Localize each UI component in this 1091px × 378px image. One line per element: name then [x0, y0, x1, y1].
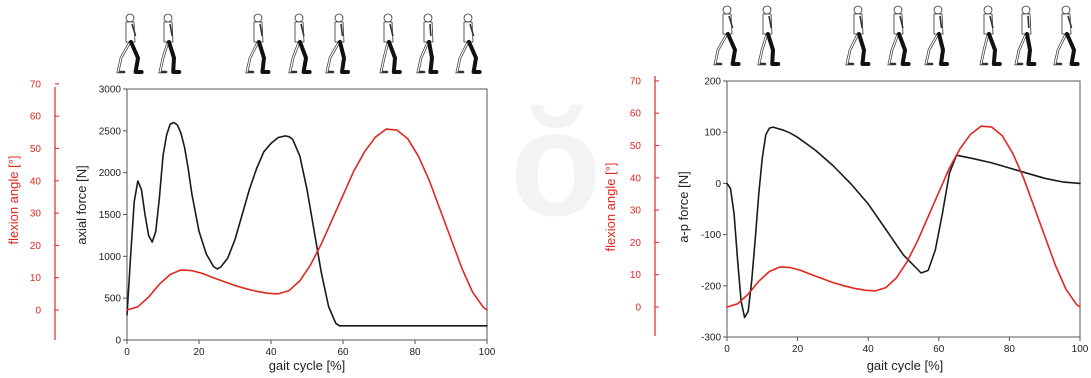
- walking-figure-icon: [979, 5, 1002, 66]
- flexion-angle-line: [726, 125, 1081, 308]
- walking-figures: [116, 5, 1080, 74]
- x-tick-label: 100: [479, 347, 496, 358]
- x-tick-label: 80: [409, 347, 421, 358]
- y2-tick-label: 60: [630, 109, 642, 120]
- gait-cycle-label-right: gait cycle [%]: [867, 358, 944, 373]
- walking-figure-icon: [325, 13, 350, 74]
- y2-tick-label: 20: [630, 238, 642, 249]
- x-tick-label: 60: [337, 347, 349, 358]
- walking-figure-icon: [845, 5, 871, 66]
- y2-tick-label: 0: [35, 306, 41, 317]
- y-tick-label: 1500: [99, 210, 122, 221]
- walking-figure-icon: [713, 5, 741, 66]
- plot-frame-left: [126, 88, 488, 341]
- flexion-angle-ticks-left: 0 10 20 30 40 50 60 70: [30, 79, 59, 317]
- x-tick-label: 0: [724, 344, 730, 355]
- y-tick-label: 2000: [99, 168, 122, 179]
- walking-figure-icon: [288, 13, 312, 74]
- x-tick-label: 80: [1004, 344, 1016, 355]
- x-tick-label: 20: [193, 347, 205, 358]
- walking-figure-icon: [924, 5, 949, 66]
- series-lines-right: [726, 125, 1081, 319]
- y-tick-label: 0: [715, 179, 721, 190]
- y2-tick-label: 20: [30, 241, 42, 252]
- flexion-angle-line: [126, 128, 488, 311]
- force-ticks-left: 0 500 1000 1500 2000 2500 3000: [99, 85, 127, 347]
- gait-cycle-label-left: gait cycle [%]: [269, 358, 346, 373]
- y-tick-label: 200: [704, 77, 721, 88]
- y2-tick-label: 70: [630, 76, 642, 87]
- x-tick-label: 40: [863, 344, 875, 355]
- plot-frame-right: [726, 80, 1081, 338]
- y-tick-label: -300: [701, 333, 721, 344]
- flexion-angle-label-left: flexion angle [°]: [6, 155, 21, 244]
- y-tick-label: 2500: [99, 126, 122, 137]
- axial-force-label: axial force [N]: [74, 165, 89, 244]
- x-tick-label: 100: [1072, 344, 1089, 355]
- ap-force-label: a-p force [N]: [676, 171, 691, 243]
- walking-figure-icon: [158, 13, 182, 74]
- y2-tick-label: 70: [30, 79, 42, 90]
- y2-tick-label: 40: [30, 176, 42, 187]
- y2-tick-label: 10: [630, 270, 642, 281]
- y-tick-label: 3000: [99, 85, 122, 96]
- y2-tick-label: 0: [635, 303, 641, 314]
- x-tick-label: 20: [792, 344, 804, 355]
- walking-figure-icon: [1053, 5, 1080, 66]
- force-ticks-right: -300 -200 -100 0 100 200: [701, 77, 727, 344]
- x-tick-label: 40: [265, 347, 277, 358]
- force-line: [726, 126, 1081, 319]
- y2-tick-label: 10: [30, 273, 42, 284]
- y-tick-label: -100: [701, 230, 721, 241]
- y-tick-label: 1000: [99, 252, 122, 263]
- y2-tick-label: 30: [630, 206, 642, 217]
- y2-tick-label: 50: [30, 144, 42, 155]
- walking-figure-icon: [379, 13, 402, 74]
- watermark-logo: ŏ: [510, 79, 602, 247]
- walking-figure-icon: [116, 13, 144, 74]
- y2-tick-label: 30: [30, 209, 42, 220]
- walking-figure-icon: [757, 5, 781, 66]
- force-line: [126, 121, 488, 327]
- y-tick-label: 500: [104, 294, 121, 305]
- y-tick-label: 0: [115, 336, 121, 347]
- ap-force-chart: 0 10 20 30 40 50 60 70 -300 -200 -100 0 100 200 0 20 4…: [603, 76, 1089, 373]
- flexion-angle-ticks-right: 0 10 20 30 40 50 60 70: [630, 76, 659, 314]
- x-tick-label: 0: [124, 347, 130, 358]
- walking-figure-icon: [416, 13, 439, 74]
- y2-tick-label: 50: [630, 141, 642, 152]
- walking-figure-icon: [245, 13, 271, 74]
- y-tick-label: 100: [704, 128, 721, 139]
- series-lines-left: [126, 121, 488, 327]
- x-tick-label: 60: [933, 344, 945, 355]
- walking-figure-icon: [887, 5, 911, 66]
- walking-figure-icon: [1014, 5, 1037, 66]
- walking-figure-icon: [455, 13, 482, 74]
- y2-tick-label: 60: [30, 112, 42, 123]
- y-tick-label: -200: [701, 281, 721, 292]
- gait-ticks-right: 0 20 40 60 80 100: [724, 337, 1089, 355]
- y2-tick-label: 40: [630, 173, 642, 184]
- flexion-angle-label-right: flexion angle [°]: [603, 162, 618, 251]
- gait-ticks-left: 0 20 40 60 80 100: [124, 340, 496, 358]
